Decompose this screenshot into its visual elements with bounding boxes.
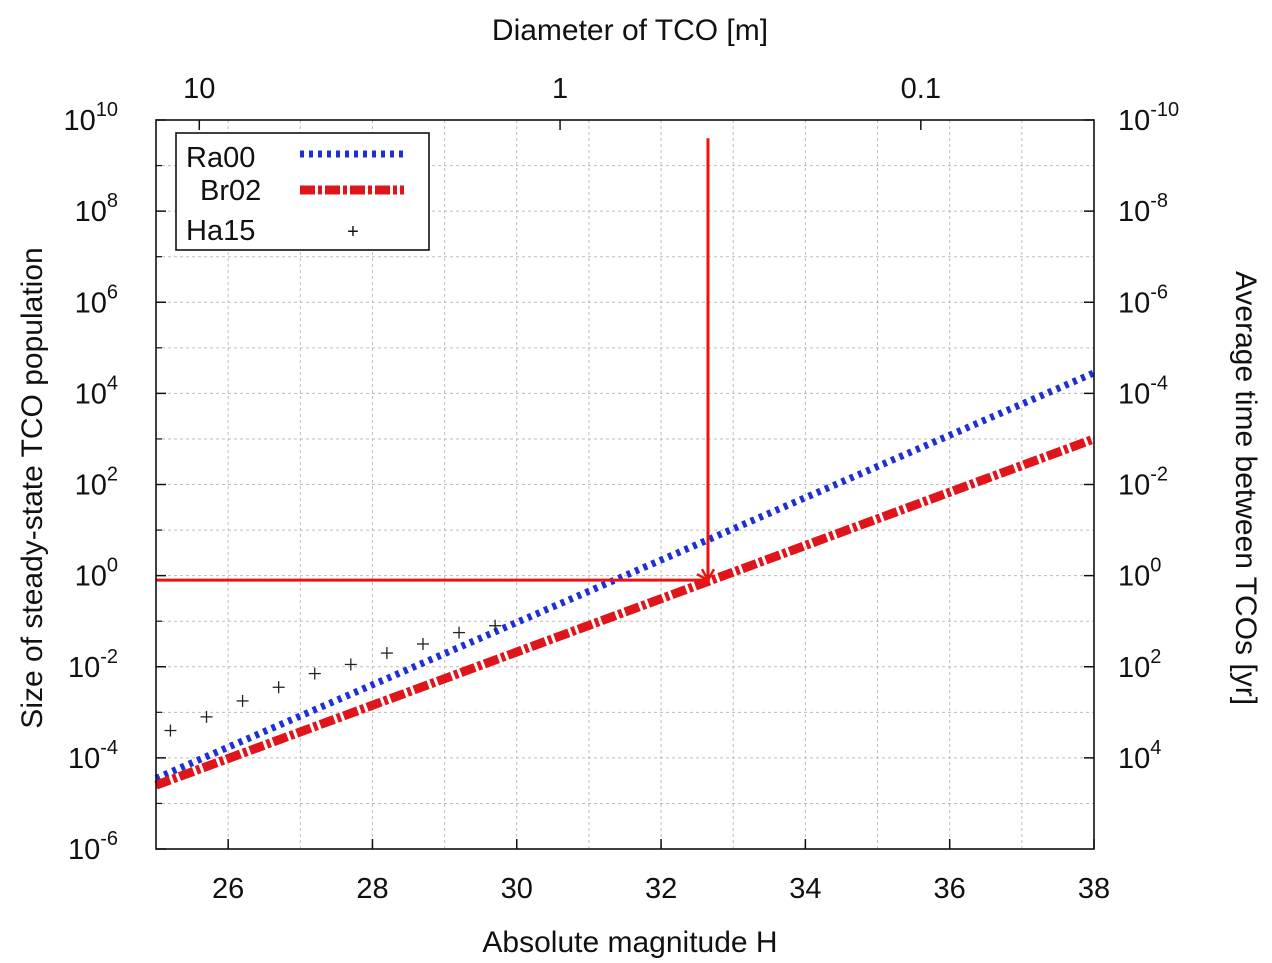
series-point-ha15 (164, 724, 177, 737)
series-point-ha15 (453, 626, 466, 639)
y2-tick-label: 104 (1118, 737, 1161, 775)
y-tick-label: 1010 (63, 99, 118, 137)
y2-tick-label: 10-6 (1118, 281, 1168, 319)
series-point-ha15 (308, 667, 321, 680)
y2-tick-label: 102 (1118, 646, 1161, 684)
series-line-br02 (154, 434, 1096, 790)
y-tick-label: 10-6 (68, 828, 118, 866)
y-tick-label: 104 (75, 372, 118, 410)
legend-label-ha15: Ha15 (186, 215, 255, 247)
legend-swatch-ha15: + (347, 221, 359, 243)
legend: Ra00 Br02 Ha15 + (175, 132, 430, 251)
x2-tick-label: 0.1 (901, 73, 941, 105)
y-tick-label: 106 (75, 281, 118, 319)
y-axis-title: Size of steady-state TCO population (16, 247, 49, 728)
grid (156, 120, 1094, 849)
y2-tick-label: 10-10 (1118, 99, 1179, 137)
x-tick-label: 34 (789, 873, 821, 905)
x2-axis-title: Diameter of TCO [m] (492, 14, 768, 47)
series-point-ha15 (489, 619, 502, 632)
y2-tick-label: 10-2 (1118, 464, 1168, 502)
series-layer (154, 369, 1096, 790)
legend-label-ra00: Ra00 (186, 142, 255, 174)
x-tick-label: 30 (501, 873, 533, 905)
x-tick-label: 38 (1078, 873, 1110, 905)
y2-tick-label: 10-4 (1118, 372, 1168, 410)
x-tick-label: 32 (645, 873, 677, 905)
series-point-ha15 (380, 647, 393, 660)
x2-tick-label: 1 (552, 73, 568, 105)
ticks: 26 28 30 32 34 36 3810-610-410-210010210410610… (63, 73, 1179, 905)
arrow-head (700, 568, 716, 583)
series-point-ha15 (236, 694, 249, 707)
x-tick-label: 36 (934, 873, 966, 905)
series-point-ha15 (344, 658, 357, 671)
legend-label-br02: Br02 (200, 175, 261, 207)
x-axis-title: Absolute magnitude H (482, 926, 777, 959)
x-tick-label: 26 (212, 873, 244, 905)
y2-axis-title: Average time between TCOs [yr] (1229, 271, 1262, 705)
y2-tick-label: 10-8 (1118, 190, 1168, 228)
y-tick-label: 102 (75, 464, 118, 502)
y-tick-label: 108 (75, 190, 118, 228)
y2-tick-label: 100 (1118, 555, 1161, 593)
y-tick-label: 100 (75, 555, 118, 593)
x-tick-label: 28 (356, 873, 388, 905)
y-tick-label: 10-2 (68, 646, 118, 684)
series-point-ha15 (272, 681, 285, 694)
x2-tick-label: 10 (183, 73, 215, 105)
series-point-ha15 (200, 710, 213, 723)
y-tick-label: 10-4 (68, 737, 118, 775)
annotations (156, 138, 716, 588)
annotation-arrow-2 (700, 138, 716, 583)
series-point-ha15 (416, 637, 429, 650)
